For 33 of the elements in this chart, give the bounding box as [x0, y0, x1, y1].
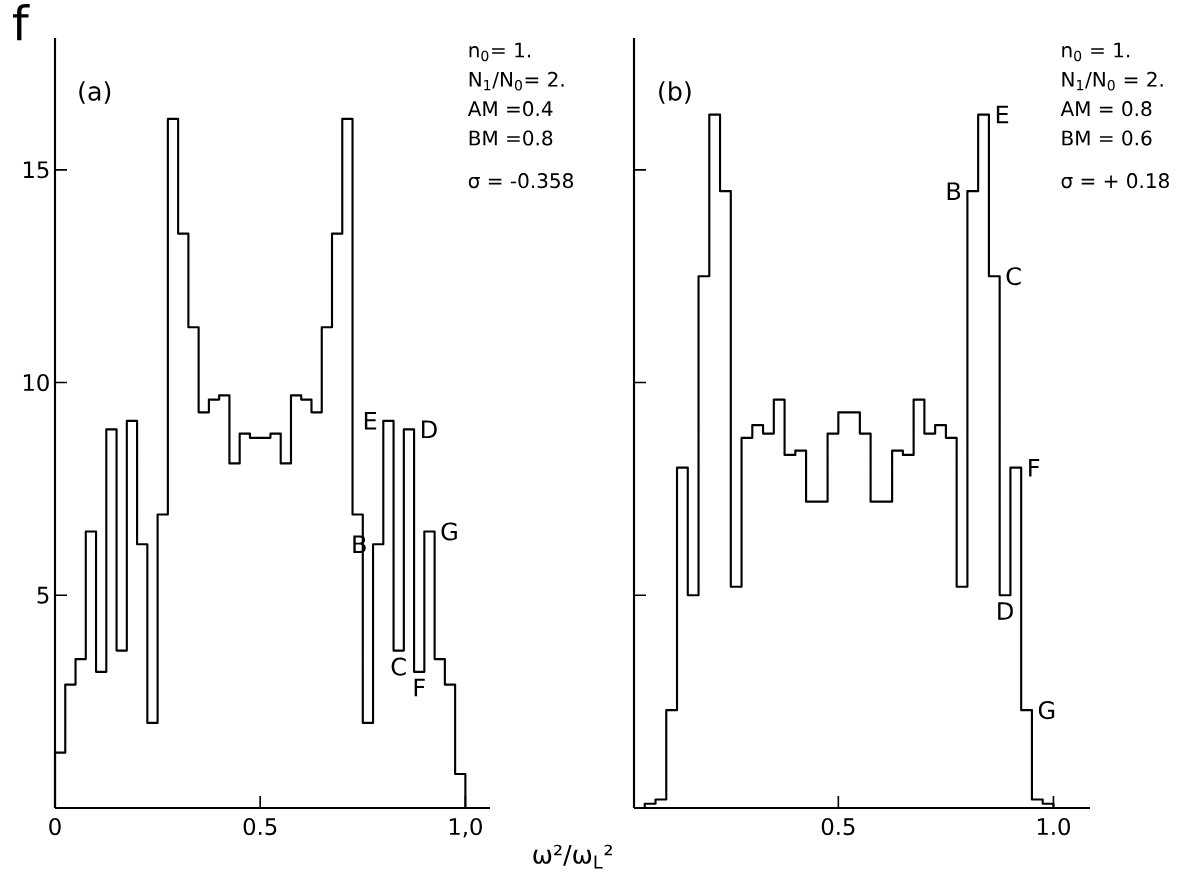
x-tick-label: 1.0 [1037, 818, 1070, 836]
annotation: E [364, 412, 377, 430]
annotation: N$_{1}$/N$_{0}$ = 2. [1062, 71, 1163, 91]
annotation: C [391, 657, 406, 676]
x-tick-label: 0 [49, 818, 61, 836]
annotation: σ = -0.358 [468, 173, 573, 189]
annotation: BM = 0.6 [1062, 130, 1152, 146]
annotation: D [998, 602, 1013, 620]
x-tick-label: 0.5 [821, 818, 855, 836]
annotation: (b) [659, 81, 691, 104]
annotation: G [441, 522, 457, 541]
y-tick-label: 10 [23, 373, 49, 392]
annotation: AM = 0.8 [1060, 101, 1152, 117]
y-tick-label: 5 [37, 586, 49, 604]
annotation: N$_{1}$/N$_{0}$= 2. [469, 71, 564, 91]
x-axis-title: ω²/ω$_{L}$² [533, 844, 612, 869]
annotation: G [1038, 701, 1055, 720]
annotation: n$_{0}$ = 1. [1062, 42, 1130, 62]
x-tick-label: 1,0 [449, 818, 482, 838]
annotation: n$_{0}$= 1. [469, 42, 531, 62]
x-tick-label: 0.5 [243, 818, 277, 836]
annotation: E [996, 105, 1009, 124]
annotation: D [422, 420, 437, 439]
annotation: AM =0.4 [467, 101, 553, 117]
annotation: σ = + 0.18 [1061, 173, 1169, 189]
annotation: B [947, 182, 961, 200]
annotation: (a) [79, 81, 111, 104]
annotation: F [1029, 458, 1040, 477]
annotation: C [1006, 267, 1021, 286]
annotation: F [414, 678, 425, 697]
y-tick-label: 15 [23, 161, 49, 179]
chart-title: f [12, 3, 30, 41]
annotation: BM =0.8 [469, 130, 553, 146]
